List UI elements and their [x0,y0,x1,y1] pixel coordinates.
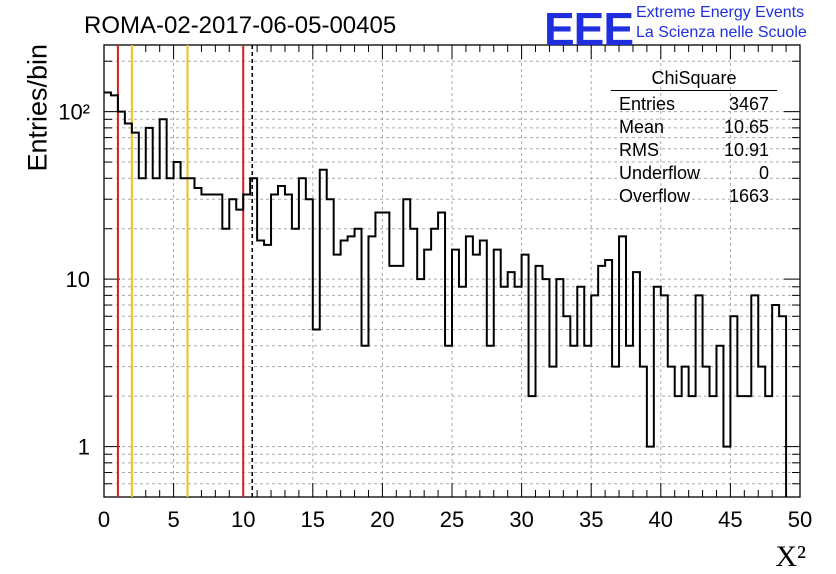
logo-line-1: Extreme Energy Events [636,4,805,21]
x-tick-label: 25 [440,507,464,532]
eee-logo: EEE [544,3,634,55]
stats-box: ChiSquare Entries 3467 Mean 10.65 RMS 10.91… [611,68,777,208]
x-tick-label: 45 [718,507,742,532]
x-tick-label: 35 [579,507,603,532]
chart-title: ROMA-02-2017-06-05-00405 [84,12,397,39]
y-tick-label: 10 [66,267,90,292]
x-tick-label: 5 [167,507,179,532]
x-tick-label: 10 [231,507,255,532]
stats-row: Overflow 1663 [619,186,769,206]
stats-row: Mean 10.65 [619,117,769,137]
x-tick-label: 20 [370,507,394,532]
x-tick-label: 40 [649,507,673,532]
y-axis-label: Entries/bin [22,43,53,172]
y-tick-label: 10² [58,100,90,125]
stats-name: ChiSquare [611,68,777,91]
x-tick-label: 30 [509,507,533,532]
x-tick-label: 50 [788,507,812,532]
stats-row: Underflow 0 [619,163,769,183]
y-tick-label: 1 [78,435,90,460]
x-axis-label: X² [775,540,806,573]
x-tick-label: 0 [98,507,110,532]
histogram-line [104,91,788,497]
stats-row: RMS 10.91 [619,140,769,160]
logo-line-2: La Scienza nelle Scuole [636,24,807,41]
stats-row: Entries 3467 [619,94,769,114]
x-tick-label: 15 [301,507,325,532]
